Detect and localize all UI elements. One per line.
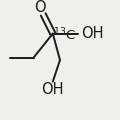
Text: OH: OH	[82, 26, 104, 41]
Text: O: O	[34, 0, 45, 15]
Text: $^{13}$C: $^{13}$C	[53, 27, 76, 43]
Text: OH: OH	[42, 82, 64, 97]
